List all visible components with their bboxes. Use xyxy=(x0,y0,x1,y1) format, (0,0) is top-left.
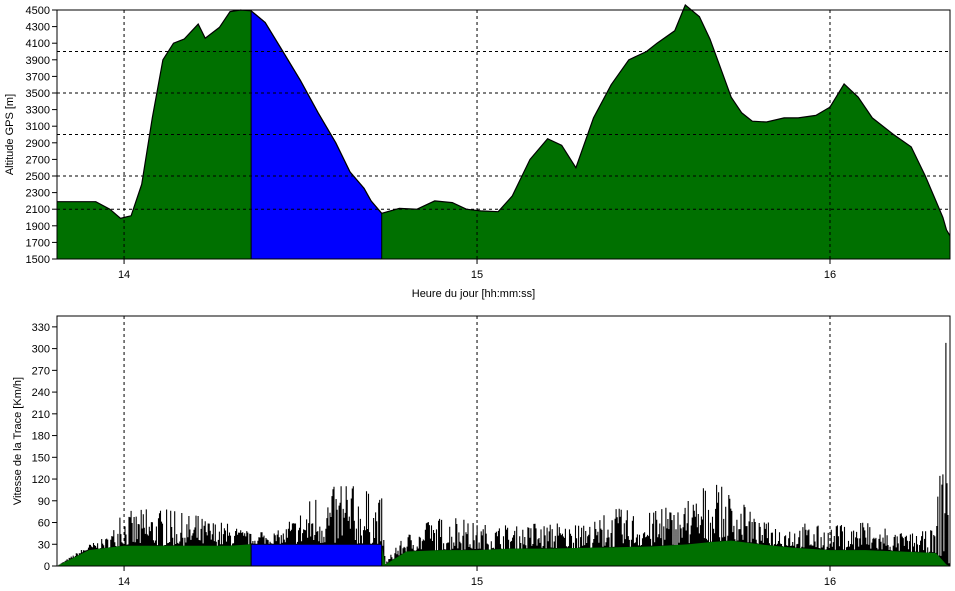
speed-ytick-label: 90 xyxy=(38,496,50,508)
altitude-line xyxy=(57,4,951,237)
speed-ytick-label: 30 xyxy=(38,539,50,551)
speed-chart: 14 15 16 0 30 60 90 120 150 180 210 240 270 300 330 Vit… xyxy=(12,315,951,588)
altitude-ytick-label: 4300 xyxy=(26,22,50,34)
speed-ytick-label: 240 xyxy=(32,387,50,399)
altitude-xtick-label: 16 xyxy=(824,269,836,281)
altitude-area xyxy=(57,5,950,259)
altitude-ytick-label: 3500 xyxy=(26,88,50,100)
speed-ylabel: Vitesse de la Trace [Km/h] xyxy=(12,377,24,505)
speed-ytick-label: 180 xyxy=(32,431,50,443)
altitude-ytick-label: 3300 xyxy=(26,105,50,117)
altitude-ytick-label: 1500 xyxy=(26,254,50,266)
altitude-ytick-label: 2100 xyxy=(26,204,50,216)
altitude-frame xyxy=(56,9,951,260)
altitude-ytick-label: 2500 xyxy=(26,171,50,183)
altitude-ytick-label: 2300 xyxy=(26,188,50,200)
speed-selection xyxy=(250,543,383,567)
altitude-ytick-label: 1700 xyxy=(26,237,50,249)
altitude-ytick-label: 3900 xyxy=(26,55,50,67)
speed-frame xyxy=(56,315,951,567)
altitude-ytick-label: 3100 xyxy=(26,121,50,133)
speed-ytick-label: 270 xyxy=(32,365,50,377)
altitude-ytick-label: 3700 xyxy=(26,71,50,83)
speed-ytick-label: 330 xyxy=(32,322,50,334)
altitude-ytick-label: 1900 xyxy=(26,221,50,233)
speed-xtick-label: 14 xyxy=(118,576,130,586)
speed-ytick-label: 0 xyxy=(44,561,50,573)
speed-ytick-label: 120 xyxy=(32,474,50,486)
altitude-ytick-label: 2900 xyxy=(26,138,50,150)
altitude-xlabel: Heure du jour [hh:mm:ss] xyxy=(412,288,536,300)
speed-xtick-label: 16 xyxy=(824,576,836,586)
altitude-ytick-label: 2700 xyxy=(26,154,50,166)
altitude-ylabel: Altitude GPS [m] xyxy=(4,94,16,175)
speed-ytick-label: 210 xyxy=(32,409,50,421)
speed-xtick-label: 15 xyxy=(471,576,483,586)
altitude-chart: 14 15 16 1500 1700 1900 2100 2300 2500 2700 2900 31… xyxy=(4,4,951,300)
altitude-xtick-label: 15 xyxy=(471,269,483,281)
altitude-ytick-label: 4100 xyxy=(26,38,50,50)
speed-ytick-label: 300 xyxy=(32,344,50,356)
speed-peaks xyxy=(57,342,950,566)
altitude-xtick-label: 14 xyxy=(118,269,130,281)
speed-ytick-label: 60 xyxy=(38,518,50,530)
altitude-ytick-label: 4500 xyxy=(26,5,50,17)
speed-ytick-label: 150 xyxy=(32,452,50,464)
